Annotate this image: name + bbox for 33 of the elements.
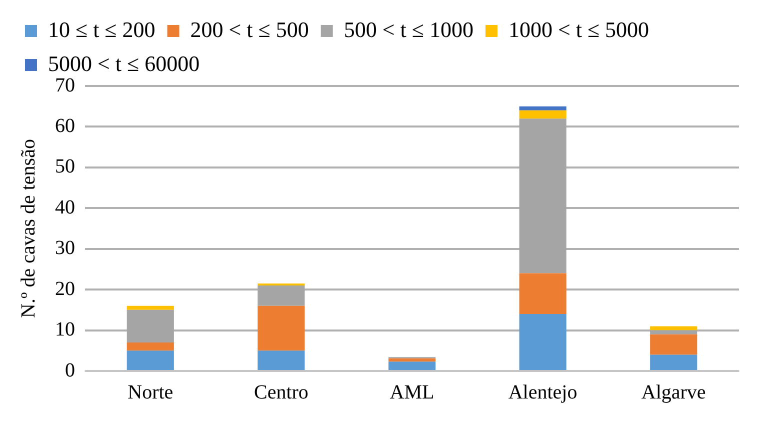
x-tick-label: Centro xyxy=(254,381,308,404)
bar xyxy=(126,306,174,310)
bar xyxy=(650,354,698,370)
x-tick-label: Norte xyxy=(128,381,174,404)
bar xyxy=(388,362,436,370)
bar xyxy=(650,326,698,330)
y-tick-label: 20 xyxy=(55,278,75,300)
x-tick-label: Algarve xyxy=(641,381,706,404)
bar xyxy=(258,350,305,370)
y-axis-title: N.º de cavas de tensão xyxy=(17,139,40,318)
y-tick-label: 10 xyxy=(55,318,75,341)
legend-label: 200 < t ≤ 500 xyxy=(190,16,309,42)
legend-label: 10 ≤ t ≤ 200 xyxy=(48,16,156,42)
bar xyxy=(126,350,174,370)
y-tick-label: 30 xyxy=(55,237,75,260)
y-tick-label: 50 xyxy=(55,156,75,178)
legend-label: 500 < t ≤ 1000 xyxy=(344,16,474,42)
y-tick-label: 40 xyxy=(55,196,75,218)
bar xyxy=(258,306,305,351)
x-tick-label: AML xyxy=(390,381,434,404)
bar xyxy=(388,358,436,362)
legend-label: 5000 < t ≤ 60000 xyxy=(48,50,200,76)
bar xyxy=(650,334,698,355)
bar xyxy=(126,342,174,351)
x-tick-label: Alentejo xyxy=(508,381,578,404)
bar xyxy=(519,110,566,119)
y-tick-label: 60 xyxy=(55,114,75,137)
y-tick-label: 70 xyxy=(55,74,75,96)
legend-label: 1000 < t ≤ 5000 xyxy=(508,16,650,42)
bar xyxy=(519,106,566,110)
y-tick-label: 0 xyxy=(65,359,75,382)
bar xyxy=(519,273,566,314)
bar xyxy=(519,314,566,370)
